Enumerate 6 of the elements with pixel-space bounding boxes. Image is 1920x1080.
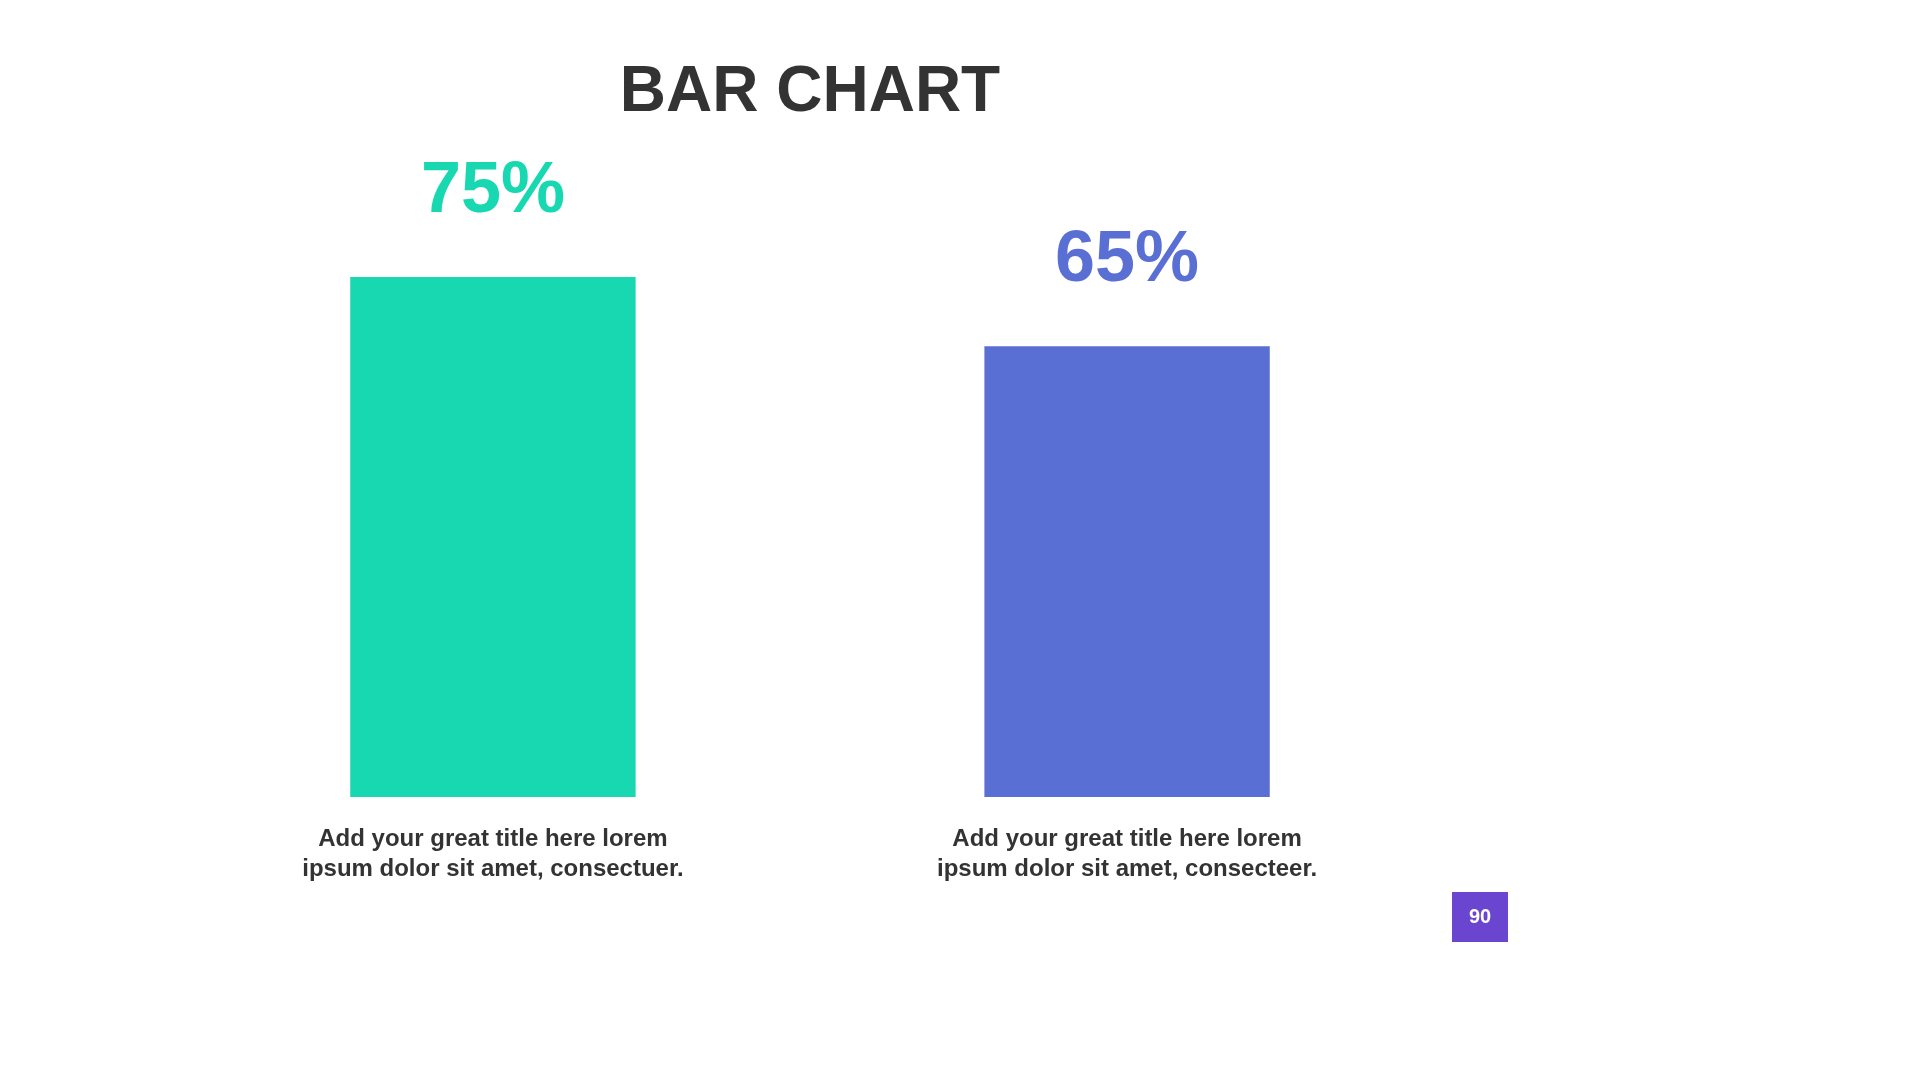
data-label: 75% <box>420 147 565 227</box>
text: Add your great title here lorem ipsum dolor sit amet, consectuer. <box>302 824 684 881</box>
text: 90 <box>1468 905 1492 927</box>
data-label: 65% <box>1055 216 1200 297</box>
text: Add your great title here lorem ipsum dolor sit amet, consecteer. <box>937 824 1318 881</box>
chart-title: BAR CHART <box>619 53 1001 125</box>
